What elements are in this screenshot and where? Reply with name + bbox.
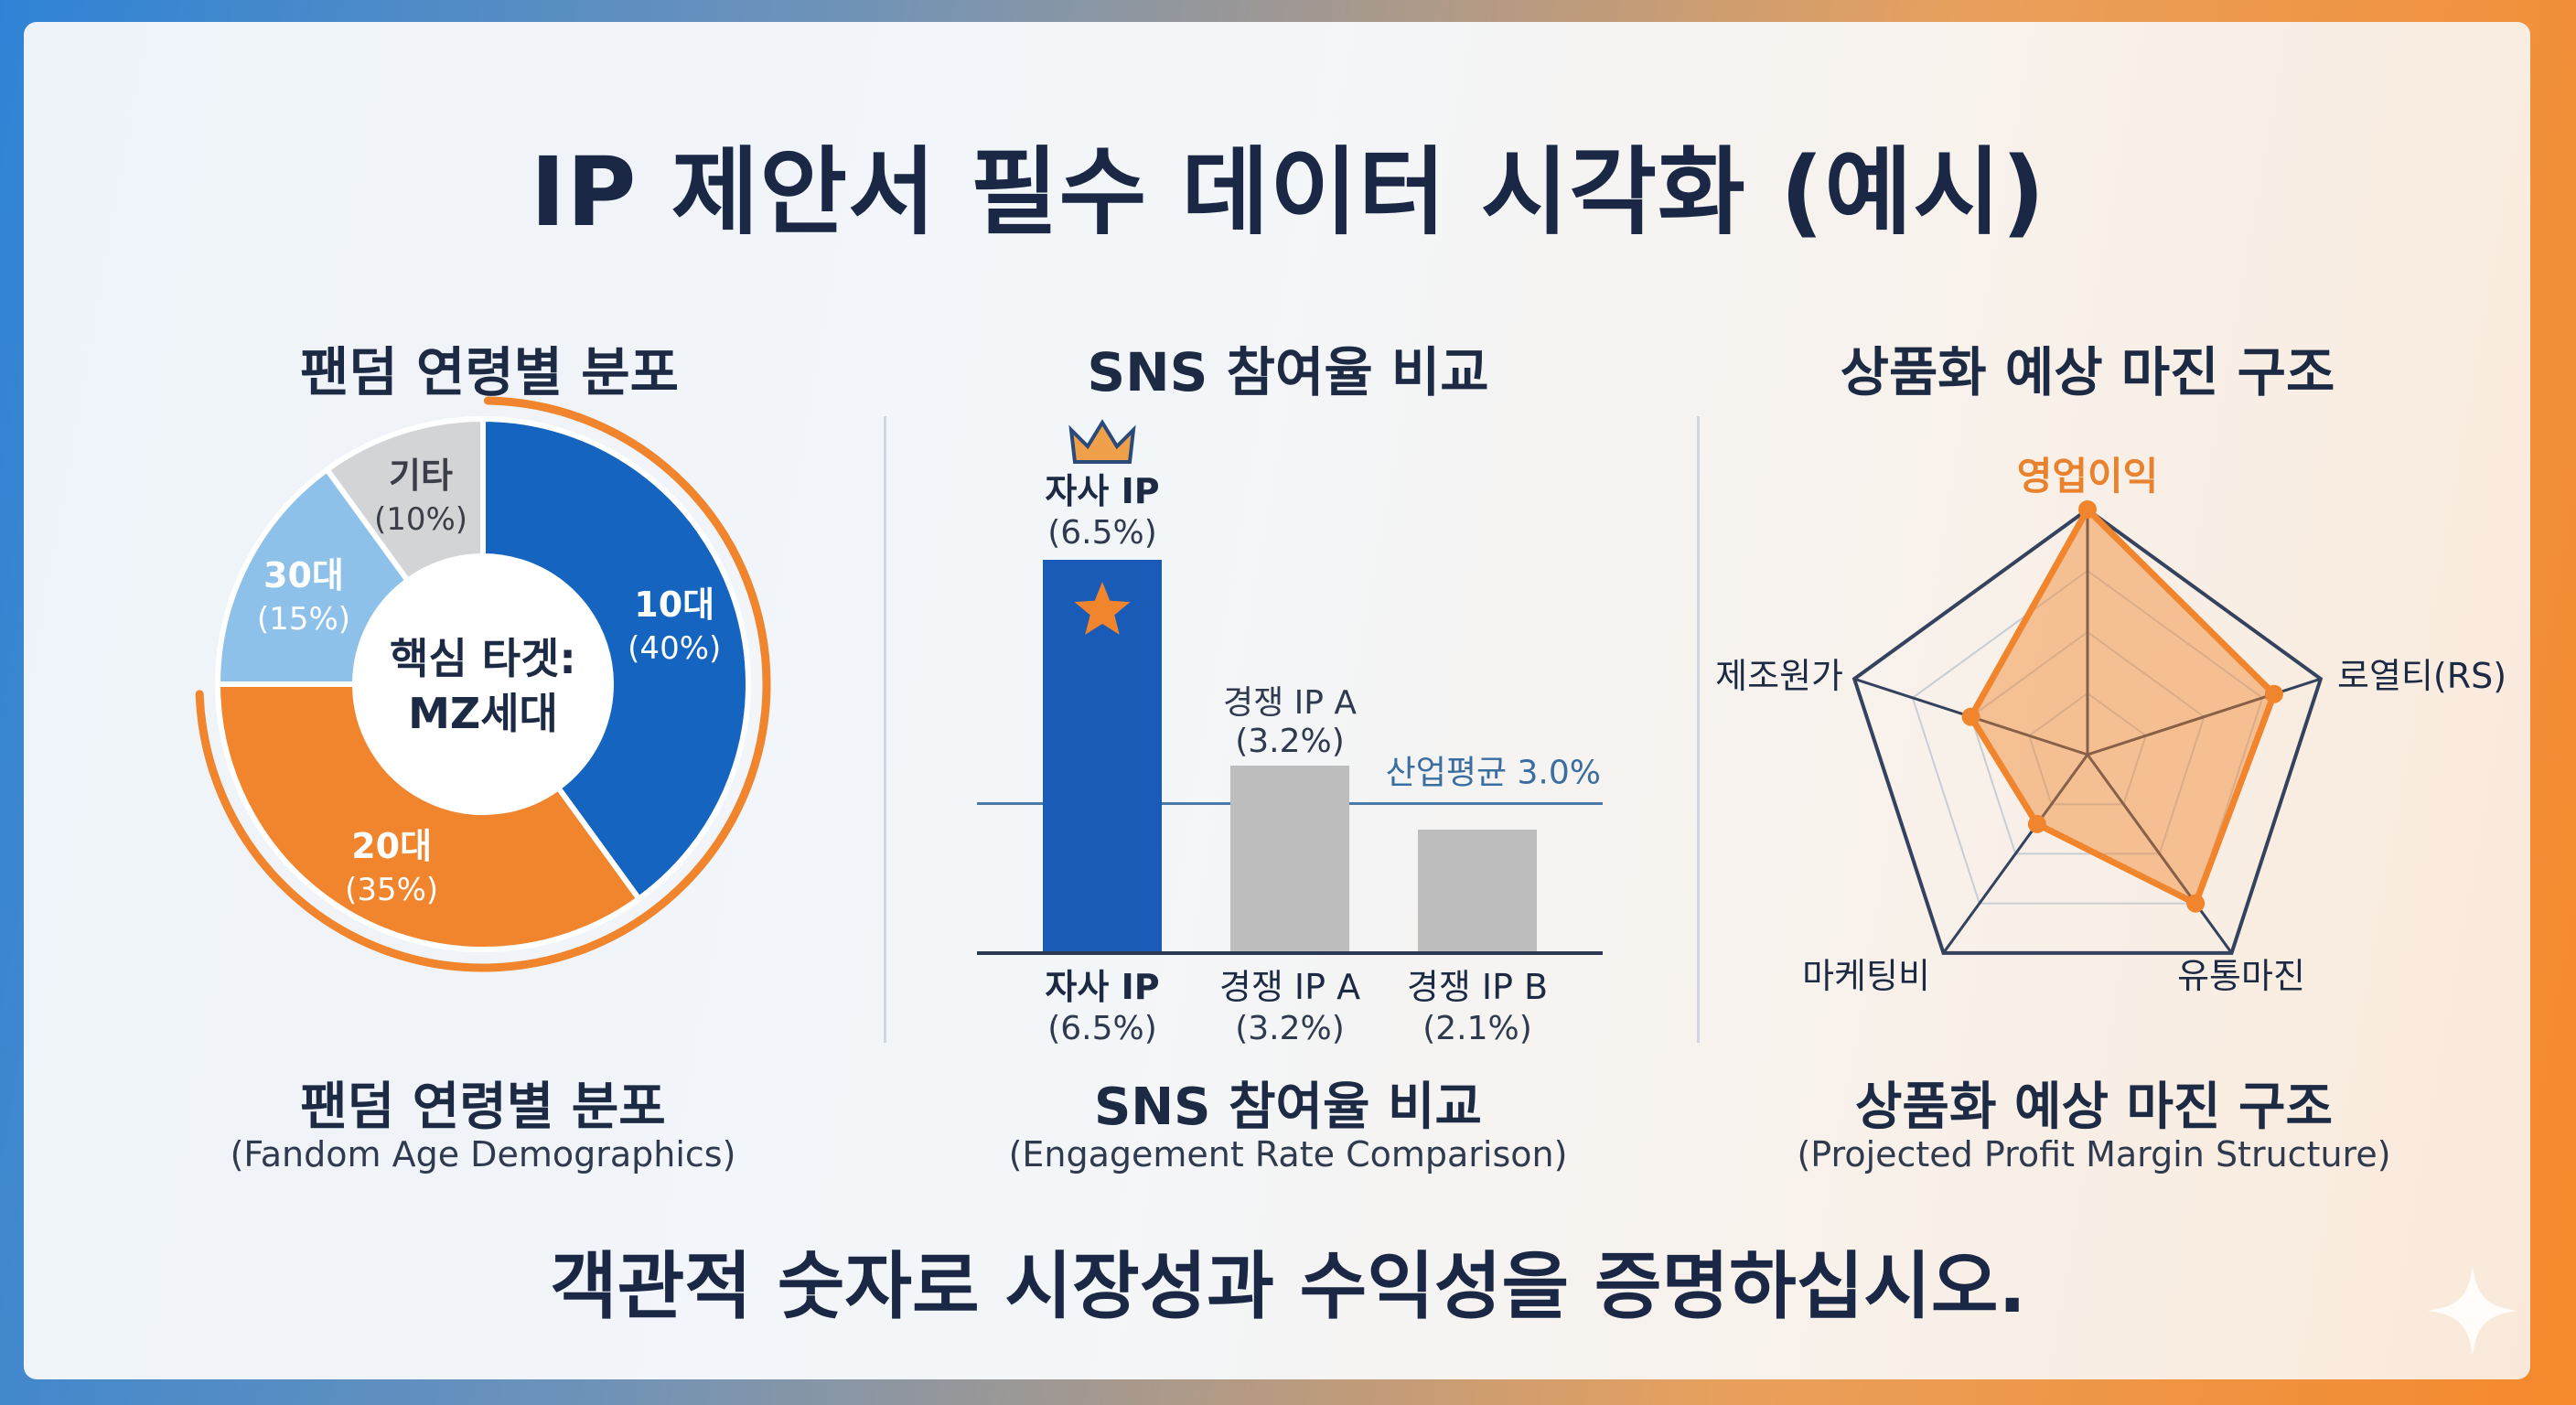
bar-top-value-0: (6.5%): [1047, 514, 1157, 552]
donut-center: [357, 558, 609, 810]
donut-center-label-1: 핵심 타겟:: [390, 634, 576, 683]
donut-label-0: 10대: [634, 585, 714, 625]
caption-age-sub: (Fandom Age Demographics): [230, 1134, 736, 1174]
donut-slice-2: [214, 466, 412, 687]
caption-sns-sub: (Engagement Rate Comparison): [1008, 1134, 1568, 1174]
caption-age: 팬덤 연령별 분포: [300, 1078, 666, 1137]
radar-point-2: [2186, 894, 2206, 913]
sparkle-icon: [2428, 1266, 2517, 1356]
panel-title-margin: 상품화 예상 마진 구조: [1840, 341, 2335, 403]
donut-highlight-arc: [195, 396, 771, 972]
star-icon: [1074, 582, 1131, 635]
donut-value-2: (15%): [257, 601, 350, 638]
radar-ring-4: [1852, 507, 2324, 955]
page-title: IP 제안서 필수 데이터 시각화 (예시): [530, 136, 2046, 248]
radar-spoke-3: [1942, 754, 2089, 954]
donut-label-3: 기타: [389, 456, 453, 496]
radar-point-0: [2078, 500, 2097, 519]
radar-axis-label-4: 제조원가: [1715, 656, 1843, 696]
bar-top-name-1: 경쟁 IP A: [1223, 684, 1357, 722]
radar-point-4: [1961, 707, 1980, 726]
radar-axis-label-2: 유통마진: [2177, 956, 2305, 996]
divider-left: [884, 416, 886, 1043]
donut-label-2: 30대: [263, 555, 344, 595]
donut-center-label-2: MZ세대: [408, 689, 558, 738]
donut-slice-3: [323, 415, 486, 585]
caption-margin-sub: (Projected Profit Margin Structure): [1797, 1134, 2391, 1174]
divider-right: [1697, 416, 1700, 1043]
footer-message: 객관적 숫자로 시장성과 수익성을 증명하십시오.: [550, 1244, 2026, 1329]
radar-ring-2: [1970, 630, 2206, 855]
bar-category-2: 경쟁 IP B: [1407, 967, 1548, 1007]
donut-value-1: (35%): [345, 872, 438, 908]
bar-value-label-1: (3.2%): [1235, 1010, 1345, 1047]
radar-area: [1968, 506, 2278, 907]
caption-margin: 상품화 예상 마진 구조: [1854, 1078, 2334, 1137]
reference-line-label: 산업평균 3.0%: [1386, 755, 1601, 792]
bar-2: [1418, 830, 1537, 953]
bar-top-value-1: (3.2%): [1235, 723, 1345, 760]
bar-category-1: 경쟁 IP A: [1219, 967, 1360, 1007]
panel-title-age: 팬덤 연령별 분포: [300, 341, 679, 403]
radar-point-1: [2264, 684, 2283, 703]
donut-value-0: (40%): [628, 630, 721, 667]
bar-value-label-2: (2.1%): [1422, 1010, 1532, 1047]
radar-point-3: [2027, 814, 2046, 833]
bar-top-name-0: 자사 IP: [1045, 471, 1159, 511]
panel-title-sns: SNS 참여율 비교: [1087, 341, 1489, 403]
donut-label-1: 20대: [351, 826, 432, 866]
radar-axis-label-0: 영업이익: [2017, 454, 2159, 499]
donut-slice-0: [480, 415, 751, 903]
radar-spoke-2: [2086, 754, 2233, 954]
radar-axis-label-1: 로열티(RS): [2337, 656, 2506, 696]
donut-slice-1: [214, 681, 643, 952]
bar-0: [1043, 560, 1162, 953]
donut-value-3: (10%): [374, 501, 467, 538]
radar-ring-1: [2028, 692, 2147, 806]
bar-value-label-0: (6.5%): [1047, 1010, 1157, 1047]
bar-1: [1230, 766, 1349, 953]
bar-category-0: 자사 IP: [1045, 967, 1159, 1007]
radar-axis-label-3: 마케팅비: [1802, 956, 1930, 996]
crown-icon: [1068, 419, 1136, 464]
caption-sns: SNS 참여율 비교: [1093, 1078, 1483, 1137]
radar-ring-3: [1911, 569, 2264, 905]
